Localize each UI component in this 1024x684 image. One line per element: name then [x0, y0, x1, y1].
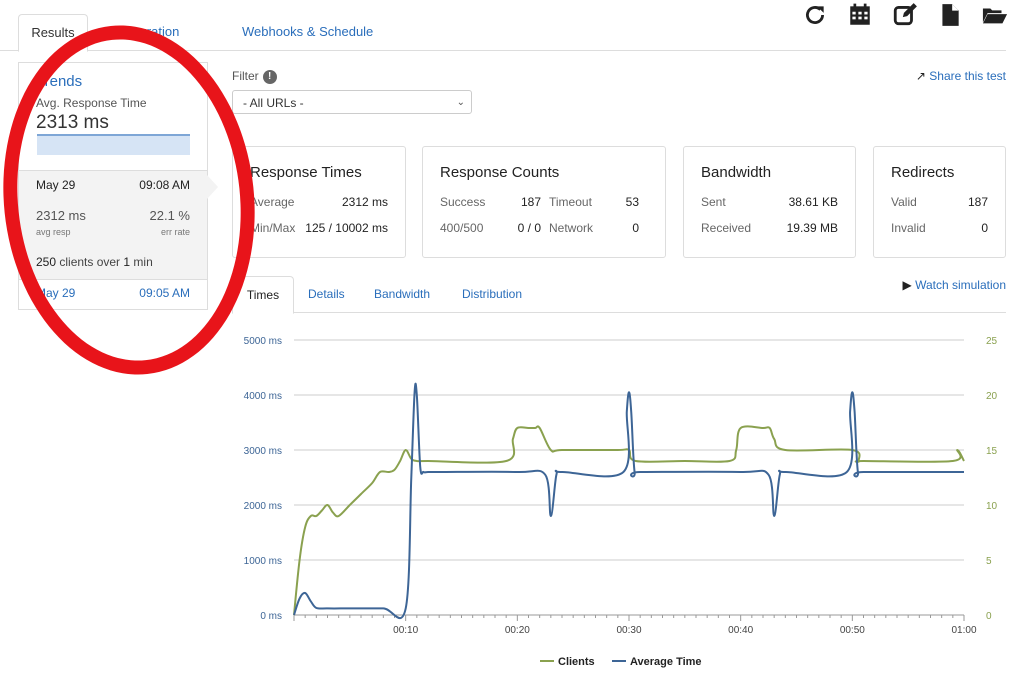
- tab-details[interactable]: Details: [308, 287, 345, 301]
- y-right-tick-label: 5: [986, 556, 992, 567]
- chart-tab-bar: Times Details Bandwidth Distribution: [232, 276, 1006, 314]
- info-icon[interactable]: !: [262, 69, 277, 84]
- sent-label: Sent: [701, 195, 726, 209]
- timeout-label: Timeout: [549, 195, 592, 209]
- network-value: 0: [632, 221, 639, 235]
- invalid-value: 0: [981, 221, 988, 235]
- success-label: Success: [440, 195, 486, 209]
- run-time: 09:08 AM: [139, 178, 190, 192]
- average-label: Average: [250, 195, 295, 209]
- tab-bandwidth[interactable]: Bandwidth: [374, 287, 431, 301]
- minmax-label: Min/Max: [250, 221, 296, 235]
- run-avg-resp-label: avg resp: [36, 227, 71, 237]
- x-tick-label: 00:40: [728, 625, 753, 636]
- tab-configuration[interactable]: Configuration: [102, 24, 180, 39]
- response-counts-card: Response Counts Success 187 Timeout 53 4…: [422, 146, 666, 258]
- refresh-icon[interactable]: [802, 2, 828, 28]
- invalid-label: Invalid: [891, 221, 926, 235]
- average-value: 2312 ms: [341, 195, 388, 209]
- x-tick-label: 00:30: [616, 625, 641, 636]
- run-clients: 250 clients over 1 min: [36, 255, 153, 269]
- url-filter-select[interactable]: - All URLs - ⌄: [232, 90, 472, 114]
- y-right-tick-label: 25: [986, 336, 998, 347]
- y-right-tick-label: 15: [986, 446, 998, 457]
- timeout-value: 53: [625, 195, 639, 209]
- valid-label: Valid: [891, 195, 917, 209]
- share-link[interactable]: ↗︎ Share this test: [915, 69, 1006, 83]
- legend-label: Clients: [558, 656, 595, 668]
- card-title: Response Counts: [440, 164, 560, 181]
- y-right-tick-label: 20: [986, 391, 998, 402]
- calendar-icon[interactable]: [847, 2, 873, 28]
- y-left-tick-label: 0 ms: [260, 611, 282, 622]
- trend-run-selected[interactable]: May 29 09:08 AM 2312 ms 22.1 % avg resp …: [19, 170, 218, 280]
- received-value: 19.39 MB: [786, 221, 838, 235]
- average-time-series-line: [293, 382, 964, 619]
- trends-panel: Trends Avg. Response Time 2313 ms May 29…: [18, 62, 218, 310]
- y-left-tick-label: 3000 ms: [244, 446, 282, 457]
- clients-series-line: [293, 425, 965, 616]
- y-right-tick-label: 10: [986, 501, 998, 512]
- results-tab-bar: Results Configuration Webhooks & Schedul…: [0, 0, 1006, 52]
- valid-value: 187: [967, 195, 988, 209]
- trends-title[interactable]: Trends: [36, 73, 83, 90]
- run-date-2[interactable]: May 29: [36, 286, 76, 300]
- response-time-chart: 0 ms 0 1000 ms 5 2000 ms 10 3000 ms 15 4000 ms 20…: [244, 336, 998, 668]
- card-title: Redirects: [891, 164, 955, 181]
- run-err-rate-label: err rate: [160, 227, 190, 237]
- tab-times[interactable]: Times: [232, 276, 294, 314]
- trends-value: 2313 ms: [36, 112, 109, 133]
- network-label: Network: [549, 221, 594, 235]
- trends-subtitle: Avg. Response Time: [36, 96, 147, 110]
- trends-sparkline: [37, 134, 190, 155]
- y-left-tick-label: 4000 ms: [244, 391, 282, 402]
- received-label: Received: [701, 221, 752, 235]
- minmax-value: 125 / 10002 ms: [305, 221, 388, 235]
- edit-icon[interactable]: [892, 2, 918, 28]
- run-err-rate: 22.1 %: [149, 208, 190, 223]
- errors-label: 400/500: [440, 221, 484, 235]
- card-title: Bandwidth: [701, 164, 772, 181]
- run-time-2[interactable]: 09:05 AM: [139, 286, 190, 300]
- toolbar: [802, 2, 1008, 28]
- redirects-card: Redirects Valid 187 Invalid 0: [873, 146, 1006, 258]
- file-icon[interactable]: [937, 2, 963, 28]
- tab-distribution[interactable]: Distribution: [462, 287, 523, 301]
- errors-value: 0 / 0: [517, 221, 541, 235]
- folder-open-icon[interactable]: [982, 2, 1008, 28]
- x-tick-label: 00:50: [840, 625, 865, 636]
- x-tick-label: 00:20: [505, 625, 530, 636]
- play-icon: ▶: [902, 278, 912, 292]
- response-times-card: Response Times Average 2312 ms Min/Max 1…: [232, 146, 406, 258]
- card-title: Response Times: [250, 164, 362, 181]
- run-date: May 29: [36, 178, 76, 192]
- watch-simulation-link[interactable]: ▶ Watch simulation: [902, 278, 1007, 292]
- success-value: 187: [520, 195, 541, 209]
- share-icon: ↗︎: [915, 69, 926, 83]
- legend-label: Average Time: [630, 656, 702, 668]
- sent-value: 38.61 KB: [788, 195, 838, 209]
- x-tick-label: 00:10: [393, 625, 418, 636]
- y-left-tick-label: 1000 ms: [244, 556, 282, 567]
- y-left-tick-label: 5000 ms: [244, 336, 282, 347]
- tab-webhooks-schedule[interactable]: Webhooks & Schedule: [242, 24, 374, 39]
- tab-results[interactable]: Results: [18, 14, 88, 52]
- filter-label: Filter!: [232, 69, 277, 84]
- x-tick-label: 01:00: [951, 625, 976, 636]
- y-left-tick-label: 2000 ms: [244, 501, 282, 512]
- y-right-tick-label: 0: [986, 611, 992, 622]
- chevron-down-icon: ⌄: [456, 97, 465, 108]
- bandwidth-card: Bandwidth Sent 38.61 KB Received 19.39 M…: [683, 146, 856, 258]
- selected-pointer: [207, 175, 218, 199]
- run-avg-resp: 2312 ms: [36, 208, 86, 223]
